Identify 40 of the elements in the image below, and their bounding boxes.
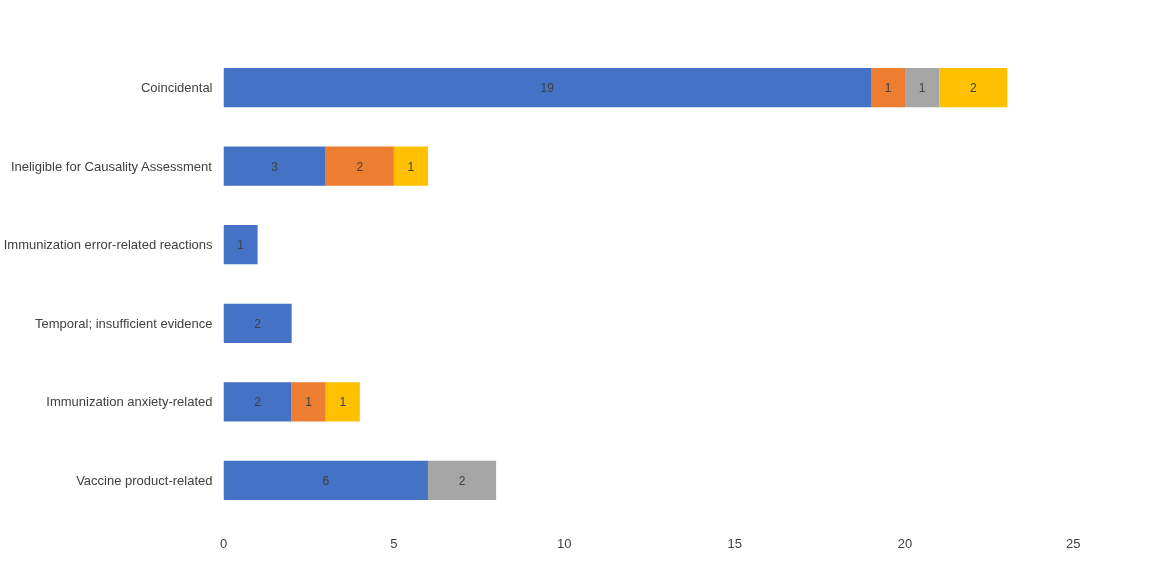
- y-tick-label: Coincidental: [140, 80, 213, 96]
- bar: [325, 382, 360, 422]
- bar: [871, 67, 906, 108]
- bar: [291, 382, 326, 422]
- data-label: 1: [918, 81, 926, 96]
- bar: [223, 460, 428, 501]
- x-tick-label: 0: [219, 535, 228, 551]
- y-tick-label: Vaccine product-related: [76, 472, 213, 488]
- bar: [223, 225, 258, 265]
- data-label: 2: [356, 159, 364, 174]
- data-label: 1: [339, 395, 347, 410]
- data-label: 6: [322, 473, 330, 488]
- data-label: 3: [271, 159, 279, 174]
- data-label: 1: [884, 81, 892, 96]
- bar: [223, 303, 292, 343]
- data-label: 1: [407, 159, 415, 174]
- data-label: 1: [237, 238, 245, 253]
- bar: [427, 460, 497, 501]
- x-tick-label: 5: [390, 535, 398, 551]
- x-tick-label: 20: [897, 535, 913, 551]
- bar: [223, 146, 326, 186]
- data-label: 2: [254, 316, 262, 331]
- x-tick-label: 25: [1066, 535, 1081, 551]
- bar: [325, 146, 394, 186]
- bar: [905, 67, 940, 108]
- x-tick-label: 10: [557, 535, 572, 551]
- data-label: 2: [254, 395, 262, 410]
- bar: [223, 382, 292, 422]
- y-tick-label: Temporal; insufficient evidence: [34, 315, 213, 331]
- y-tick-label: Immunization error-related reactions: [3, 237, 213, 253]
- bar: [939, 67, 1008, 108]
- y-tick-label: Immunization anxiety-related: [46, 394, 213, 410]
- data-label: 1: [305, 395, 313, 410]
- y-tick-label: Ineligible for Causality Assessment: [10, 158, 213, 174]
- data-label: 2: [969, 81, 977, 96]
- x-tick-label: 15: [727, 535, 742, 551]
- bar: [393, 146, 428, 186]
- bar: [223, 67, 872, 108]
- data-label: 19: [540, 81, 555, 96]
- data-label: 2: [458, 473, 466, 488]
